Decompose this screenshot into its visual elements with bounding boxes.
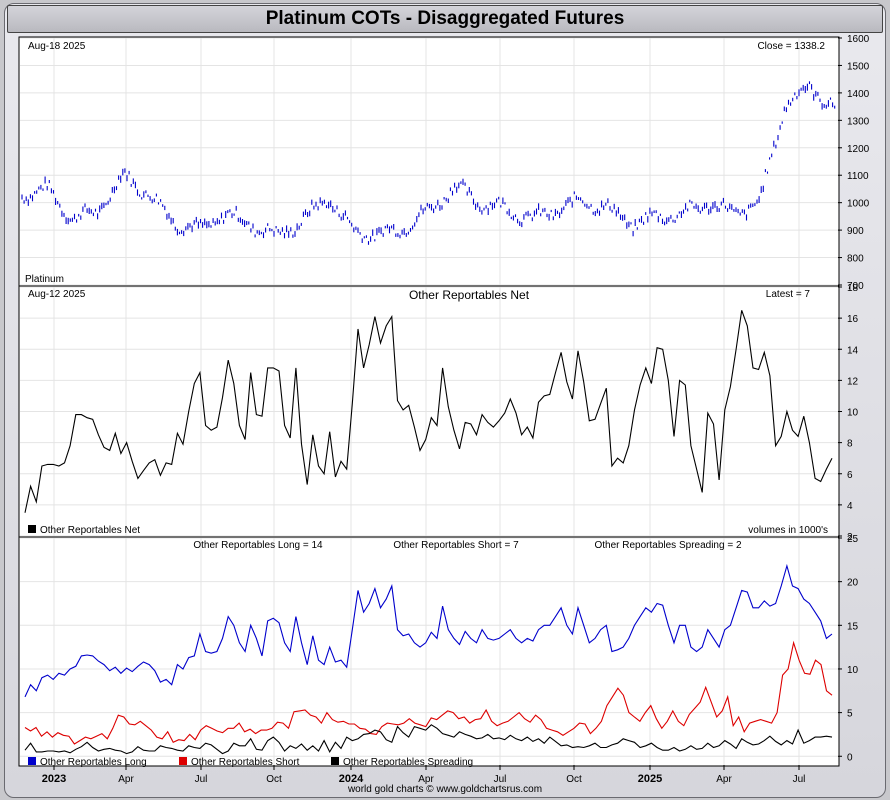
y-tick-label: 25 — [847, 534, 859, 545]
legend-swatch-spreading — [331, 757, 339, 765]
y-tick-label: 10 — [847, 408, 859, 419]
series-line-other-reportables-long — [24, 563, 833, 698]
price-date-label: Aug-18 2025 — [28, 41, 86, 52]
y-tick-label: 900 — [847, 226, 864, 237]
x-tick-label: Oct — [566, 774, 582, 785]
long-value-label: Other Reportables Long = 14 — [193, 540, 323, 551]
x-tick-label: Apr — [418, 774, 434, 785]
x-tick-label: 2025 — [638, 773, 662, 785]
y-tick-label: 1600 — [847, 34, 870, 45]
short-value-label: Other Reportables Short = 7 — [393, 540, 519, 551]
y-tick-label: 5 — [847, 709, 853, 720]
legend-label-short: Other Reportables Short — [191, 757, 300, 768]
y-tick-label: 6 — [847, 470, 853, 481]
net-legend-swatch — [28, 525, 36, 533]
x-tick-label: Apr — [716, 774, 732, 785]
net-units-label: volumes in 1000's — [748, 525, 828, 536]
price-close-label: Close = 1338.2 — [757, 41, 825, 52]
y-tick-label: 16 — [847, 314, 859, 325]
price-panel — [18, 36, 840, 287]
legend-swatch-short — [179, 757, 187, 765]
y-tick-label: 1100 — [847, 171, 869, 182]
y-tick-label: 1000 — [847, 199, 870, 210]
legend-swatch-long — [28, 757, 36, 765]
y-tick-label: 800 — [847, 254, 864, 265]
legend-label-long: Other Reportables Long — [40, 757, 147, 768]
tick-layer: 700 800 900 1000 1100 1200 1300 1400 1500 1600 2 4 6… — [42, 34, 870, 785]
components-panel — [18, 536, 840, 767]
y-tick-label: 20 — [847, 578, 859, 589]
y-tick-label: 14 — [847, 345, 859, 356]
y-tick-label: 1500 — [847, 61, 870, 72]
x-tick-label: Oct — [266, 774, 282, 785]
net-date-label: Aug-12 2025 — [28, 289, 86, 300]
x-tick-label: Jul — [494, 774, 507, 785]
spreading-value-label: Other Reportables Spreading = 2 — [594, 540, 741, 551]
x-tick-label: Jul — [793, 774, 806, 785]
series-line-other-reportables-net — [24, 310, 833, 513]
y-tick-label: 4 — [847, 501, 853, 512]
plot-layer — [21, 81, 836, 755]
y-tick-label: 1400 — [847, 89, 870, 100]
y-tick-label: 2 — [847, 532, 853, 543]
y-tick-label: 1300 — [847, 116, 870, 127]
y-tick-label: 1200 — [847, 144, 870, 155]
credit-line: world gold charts © www.goldchartsrus.co… — [347, 784, 543, 795]
series-line-other-reportables-short — [24, 640, 833, 745]
y-tick-label: 15 — [847, 621, 859, 632]
y-tick-label: 8 — [847, 439, 853, 450]
y-tick-label: 10 — [847, 665, 859, 676]
net-legend-label: Other Reportables Net — [40, 525, 140, 536]
price-series-label: Platinum — [25, 274, 64, 285]
grid-layer — [20, 37, 838, 765]
y-tick-label: 700 — [847, 281, 864, 292]
y-tick-label: 18 — [847, 283, 859, 294]
x-tick-label: Apr — [118, 774, 134, 785]
series-line-other-reportables-spreading — [24, 724, 833, 755]
y-tick-label: 12 — [847, 376, 859, 387]
legend-label-spreading: Other Reportables Spreading — [343, 757, 473, 768]
x-tick-label: 2024 — [339, 773, 364, 785]
y-tick-label: 0 — [847, 752, 853, 763]
net-title: Other Reportables Net — [409, 288, 530, 302]
chart-title: Platinum COTs - Disaggregated Futures — [7, 5, 883, 33]
x-tick-label: 2023 — [42, 773, 66, 785]
x-tick-label: Jul — [195, 774, 208, 785]
net-latest-label: Latest = 7 — [766, 289, 811, 300]
